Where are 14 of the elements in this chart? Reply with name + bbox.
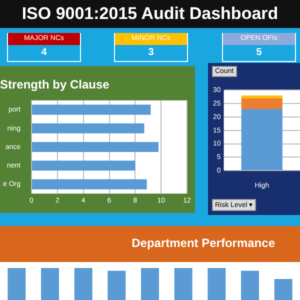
data-label: 4 (40, 46, 48, 60)
chart-title: Department Performance (132, 236, 275, 250)
text: ISO 9001:2015 Audit Dashboard (0, 0, 300, 28)
chart-title: Strength by Clause (0, 78, 110, 92)
bar (32, 123, 144, 134)
bar (32, 104, 151, 115)
bar (32, 160, 136, 171)
bar (241, 98, 282, 109)
bar (241, 108, 282, 170)
bar (32, 142, 158, 152)
data-label: 5 (255, 46, 263, 60)
bar (241, 96, 282, 98)
bar (32, 179, 147, 190)
data-label: 3 (147, 46, 155, 60)
